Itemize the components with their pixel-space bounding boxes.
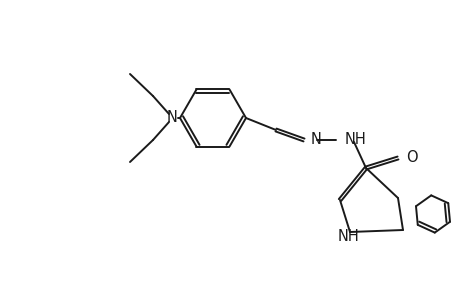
Text: O: O <box>405 151 417 166</box>
Text: NH: NH <box>337 230 359 244</box>
Text: N: N <box>310 131 321 146</box>
Text: N: N <box>166 110 177 125</box>
Text: NH: NH <box>344 131 366 146</box>
